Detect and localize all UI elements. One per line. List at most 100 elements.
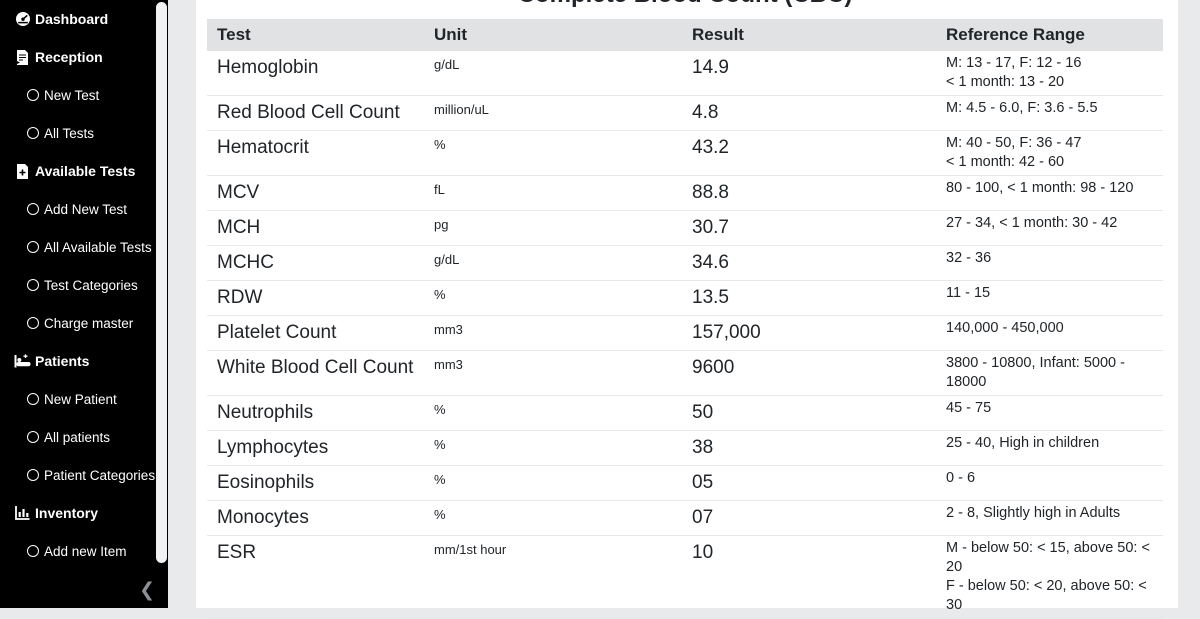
test-unit: fL — [424, 175, 682, 211]
sidebar-item-reception[interactable]: Reception — [0, 38, 155, 76]
sidebar-item-label: All Available Tests — [44, 239, 152, 255]
test-result: 14.9 — [682, 51, 936, 96]
test-reference-range: 2 - 8, Slightly high in Adults — [936, 500, 1163, 536]
circle-icon — [27, 203, 39, 215]
sidebar-item-add-new-item[interactable]: Add new Item — [0, 532, 155, 570]
table-row: RDW % 13.5 11 - 15 — [207, 280, 1163, 316]
file-invoice-icon — [14, 49, 31, 65]
page-title: Complete Blood Count (CBC) — [207, 0, 1163, 8]
test-result: 34.6 — [682, 245, 936, 281]
sidebar-item-add-new-test[interactable]: Add New Test — [0, 190, 155, 228]
test-result: 4.8 — [682, 95, 936, 131]
test-result: 13.5 — [682, 280, 936, 316]
bar-chart-icon — [14, 505, 31, 521]
circle-icon — [27, 469, 39, 481]
table-body: Hemoglobin g/dL 14.9 M: 13 - 17, F: 12 -… — [207, 51, 1163, 619]
test-name: MCV — [207, 175, 424, 211]
test-reference-range: M: 13 - 17, F: 12 - 16 < 1 month: 13 - 2… — [936, 51, 1163, 96]
sidebar-item-label: New Test — [44, 87, 100, 103]
sidebar-item-test-categories[interactable]: Test Categories — [0, 266, 155, 304]
sidebar-item-all-tests[interactable]: All Tests — [0, 114, 155, 152]
sidebar-scrollbar[interactable] — [156, 2, 167, 563]
test-unit: mm/1st hour — [424, 535, 682, 619]
circle-icon — [27, 317, 39, 329]
sidebar-item-label: Patients — [35, 353, 90, 369]
sidebar: Dashboard Reception New Test All Tests A… — [0, 0, 168, 608]
sidebar-item-label: Reception — [35, 49, 103, 65]
column-header-unit: Unit — [424, 19, 682, 51]
test-name: White Blood Cell Count — [207, 350, 424, 396]
test-name: Hematocrit — [207, 130, 424, 176]
test-unit: % — [424, 465, 682, 501]
circle-icon — [27, 431, 39, 443]
sidebar-item-label: Add New Test — [44, 201, 128, 217]
test-unit: % — [424, 280, 682, 316]
test-result: 10 — [682, 535, 936, 619]
table-row: Monocytes % 07 2 - 8, Slightly high in A… — [207, 500, 1163, 536]
table-row: Red Blood Cell Count million/uL 4.8 M: 4… — [207, 95, 1163, 131]
sidebar-item-label: New Patient — [44, 391, 117, 407]
test-unit: % — [424, 430, 682, 466]
sidebar-item-label: Charge master — [44, 315, 134, 331]
table-row: MCV fL 88.8 80 - 100, < 1 month: 98 - 12… — [207, 175, 1163, 211]
test-unit: g/dL — [424, 51, 682, 96]
test-reference-range: M - below 50: < 15, above 50: < 20 F - b… — [936, 535, 1163, 619]
circle-icon — [27, 241, 39, 253]
sidebar-item-label: Inventory — [35, 505, 99, 521]
sidebar-item-all-patients[interactable]: All patients — [0, 418, 155, 456]
test-name: Monocytes — [207, 500, 424, 536]
table-row: Hematocrit % 43.2 M: 40 - 50, F: 36 - 47… — [207, 130, 1163, 176]
circle-icon — [27, 545, 39, 557]
test-name: Lymphocytes — [207, 430, 424, 466]
test-reference-range: 3800 - 10800, Infant: 5000 - 18000 — [936, 350, 1163, 396]
test-result: 38 — [682, 430, 936, 466]
test-result: 50 — [682, 395, 936, 431]
table-row: MCHC g/dL 34.6 32 - 36 — [207, 245, 1163, 281]
test-result: 9600 — [682, 350, 936, 396]
test-result: 43.2 — [682, 130, 936, 176]
test-reference-range: 25 - 40, High in children — [936, 430, 1163, 466]
column-header-reference-range: Reference Range — [936, 19, 1163, 51]
circle-icon — [27, 89, 39, 101]
sidebar-item-label: All Tests — [44, 125, 95, 141]
test-result: 30.7 — [682, 210, 936, 246]
table-row: Neutrophils % 50 45 - 75 — [207, 395, 1163, 431]
content-card: Complete Blood Count (CBC) Test Unit Res… — [196, 0, 1178, 619]
table-header-row: Test Unit Result Reference Range — [207, 19, 1163, 51]
patient-bed-icon — [14, 353, 31, 369]
test-name: MCHC — [207, 245, 424, 281]
sidebar-item-new-patient[interactable]: New Patient — [0, 380, 155, 418]
sidebar-collapse-button[interactable]: ❮ — [139, 581, 155, 600]
table-row: Eosinophils % 05 0 - 6 — [207, 465, 1163, 501]
table-row: Platelet Count mm3 157,000 140,000 - 450… — [207, 315, 1163, 351]
test-unit: % — [424, 395, 682, 431]
test-name: Red Blood Cell Count — [207, 95, 424, 131]
table-row: MCH pg 30.7 27 - 34, < 1 month: 30 - 42 — [207, 210, 1163, 246]
table-row: ESR mm/1st hour 10 M - below 50: < 15, a… — [207, 535, 1163, 619]
circle-icon — [27, 279, 39, 291]
test-name: Hemoglobin — [207, 51, 424, 96]
gauge-icon — [14, 11, 31, 27]
sidebar-item-all-available-tests[interactable]: All Available Tests — [0, 228, 155, 266]
test-reference-range: 32 - 36 — [936, 245, 1163, 281]
sidebar-item-charge-master[interactable]: Charge master — [0, 304, 155, 342]
test-unit: mm3 — [424, 315, 682, 351]
sidebar-item-label: Patient Categories — [44, 467, 156, 483]
test-result: 07 — [682, 500, 936, 536]
file-medical-icon — [14, 163, 31, 179]
test-reference-range: M: 4.5 - 6.0, F: 3.6 - 5.5 — [936, 95, 1163, 131]
chevron-left-icon: ❮ — [139, 579, 155, 601]
sidebar-item-dashboard[interactable]: Dashboard — [0, 0, 155, 38]
test-name: Platelet Count — [207, 315, 424, 351]
sidebar-item-label: Add new Item — [44, 543, 127, 559]
cbc-results-table: Test Unit Result Reference Range Hemoglo… — [207, 19, 1163, 619]
sidebar-item-label: Test Categories — [44, 277, 138, 293]
sidebar-item-inventory[interactable]: Inventory — [0, 494, 155, 532]
table-row: White Blood Cell Count mm3 9600 3800 - 1… — [207, 350, 1163, 396]
test-unit: % — [424, 500, 682, 536]
sidebar-item-new-test[interactable]: New Test — [0, 76, 155, 114]
sidebar-item-patients[interactable]: Patients — [0, 342, 155, 380]
sidebar-item-patient-categories[interactable]: Patient Categories — [0, 456, 155, 494]
test-name: RDW — [207, 280, 424, 316]
sidebar-item-available-tests[interactable]: Available Tests — [0, 152, 155, 190]
